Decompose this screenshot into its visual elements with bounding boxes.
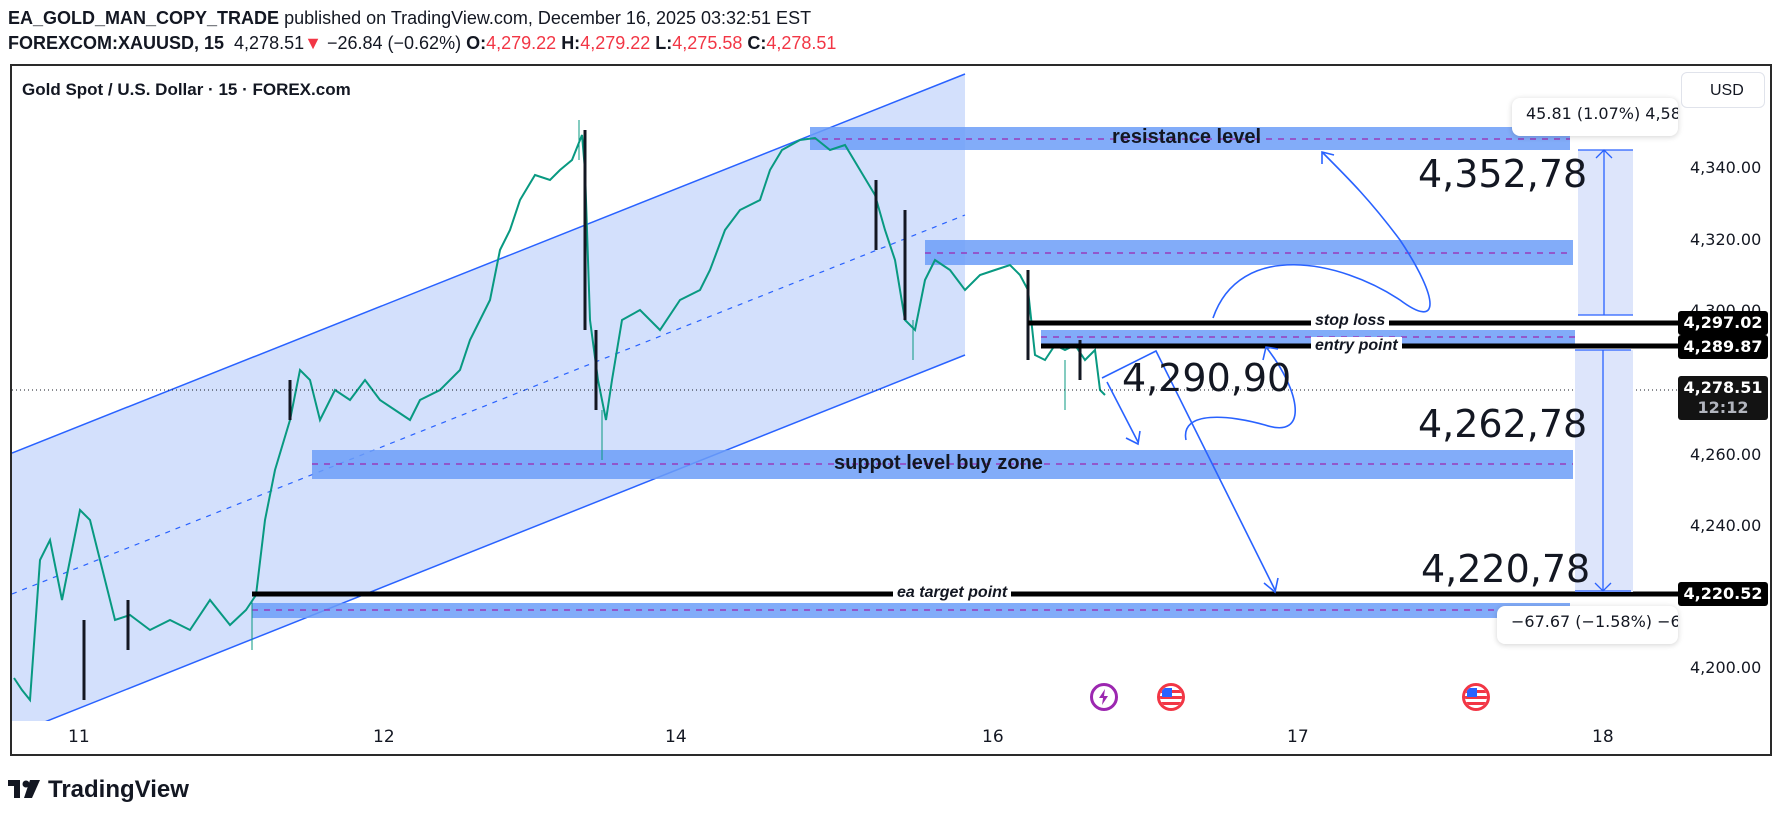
- current-price-label: 4,278.51 12:12: [1678, 376, 1768, 420]
- low-value: 4,275.58: [672, 33, 743, 53]
- mid-price-note[interactable]: 4,290,90: [1122, 356, 1292, 400]
- tradingview-logo[interactable]: TradingView: [8, 776, 189, 804]
- y-tick: 4,320.00: [1690, 230, 1762, 249]
- target-price-label: 4,220.52: [1678, 582, 1768, 606]
- support-label[interactable]: suppot level buy zone: [834, 452, 1043, 474]
- publish-header: EA_GOLD_MAN_COPY_TRADE published on Trad…: [8, 8, 811, 29]
- measure-up-area: [1578, 150, 1633, 315]
- x-tick: 16: [982, 727, 1004, 747]
- entry-price-label: 4,289.87: [1678, 335, 1768, 359]
- x-tick: 18: [1592, 727, 1614, 747]
- current-price: 4,278.51: [1683, 378, 1763, 397]
- tradingview-logo-icon: [8, 780, 40, 798]
- x-tick: 14: [665, 727, 687, 747]
- symbol-name: FOREXCOM:XAUUSD, 15: [8, 33, 225, 53]
- chart-title: Gold Spot / U.S. Dollar · 15 · FOREX.com: [22, 80, 351, 99]
- open-value: 4,279.22: [486, 33, 557, 53]
- drawn-arrows: [1101, 150, 1431, 594]
- last-price: 4,278.51: [234, 33, 305, 53]
- entry-point-label[interactable]: entry point: [1311, 337, 1402, 355]
- measure-down-tooltip: −67.67 (−1.58%) −6,7: [1497, 606, 1678, 644]
- publish-info: published on TradingView.com, December 1…: [284, 8, 812, 28]
- target-point-label[interactable]: ea target point: [893, 584, 1012, 602]
- stop-loss-label[interactable]: stop loss: [1311, 312, 1390, 330]
- y-tick: 4,340.00: [1690, 158, 1762, 177]
- author-name[interactable]: EA_GOLD_MAN_COPY_TRADE: [8, 8, 280, 28]
- symbol-header: FOREXCOM:XAUUSD, 15 4,278.51▼ −26.84 (−0…: [8, 33, 836, 54]
- us-flag-icon[interactable]: [1157, 683, 1185, 711]
- x-tick: 11: [68, 727, 90, 747]
- currency-button[interactable]: USD: [1681, 72, 1765, 108]
- brand-name: TradingView: [48, 776, 189, 803]
- low-label: L:: [655, 33, 673, 53]
- parallel-channel: [12, 74, 965, 721]
- close-value: 4,278.51: [766, 33, 837, 53]
- open-label: O:: [466, 33, 487, 53]
- entry-zone: [1041, 330, 1575, 346]
- support-price-note[interactable]: 4,262,78: [1418, 402, 1588, 446]
- close-label: C:: [747, 33, 767, 53]
- resistance-zone: [810, 127, 1570, 150]
- target-price-note[interactable]: 4,220,78: [1421, 547, 1591, 591]
- stop-loss-price-label: 4,297.02: [1678, 311, 1768, 335]
- bar-countdown: 12:12: [1697, 398, 1749, 417]
- resistance-label[interactable]: resistance level: [1112, 126, 1261, 148]
- target-zone: [252, 603, 1570, 618]
- y-tick: 4,260.00: [1690, 445, 1762, 464]
- down-arrow-icon: ▼: [304, 33, 322, 53]
- chart-frame[interactable]: [10, 64, 1772, 756]
- price-change: −26.84 (−0.62%): [326, 33, 462, 53]
- us-flag-icon[interactable]: [1462, 683, 1490, 711]
- y-tick: 4,240.00: [1690, 516, 1762, 535]
- support-zone: [312, 450, 1573, 479]
- x-tick: 12: [373, 727, 395, 747]
- high-label: H:: [561, 33, 581, 53]
- high-value: 4,279.22: [580, 33, 651, 53]
- resistance-price-note[interactable]: 4,352,78: [1418, 152, 1588, 196]
- lightning-icon[interactable]: [1090, 683, 1118, 711]
- x-tick: 17: [1287, 727, 1309, 747]
- y-tick: 4,200.00: [1690, 658, 1762, 677]
- measure-down-area: [1575, 350, 1633, 592]
- measure-up-tooltip: 45.81 (1.07%) 4,58: [1512, 98, 1678, 136]
